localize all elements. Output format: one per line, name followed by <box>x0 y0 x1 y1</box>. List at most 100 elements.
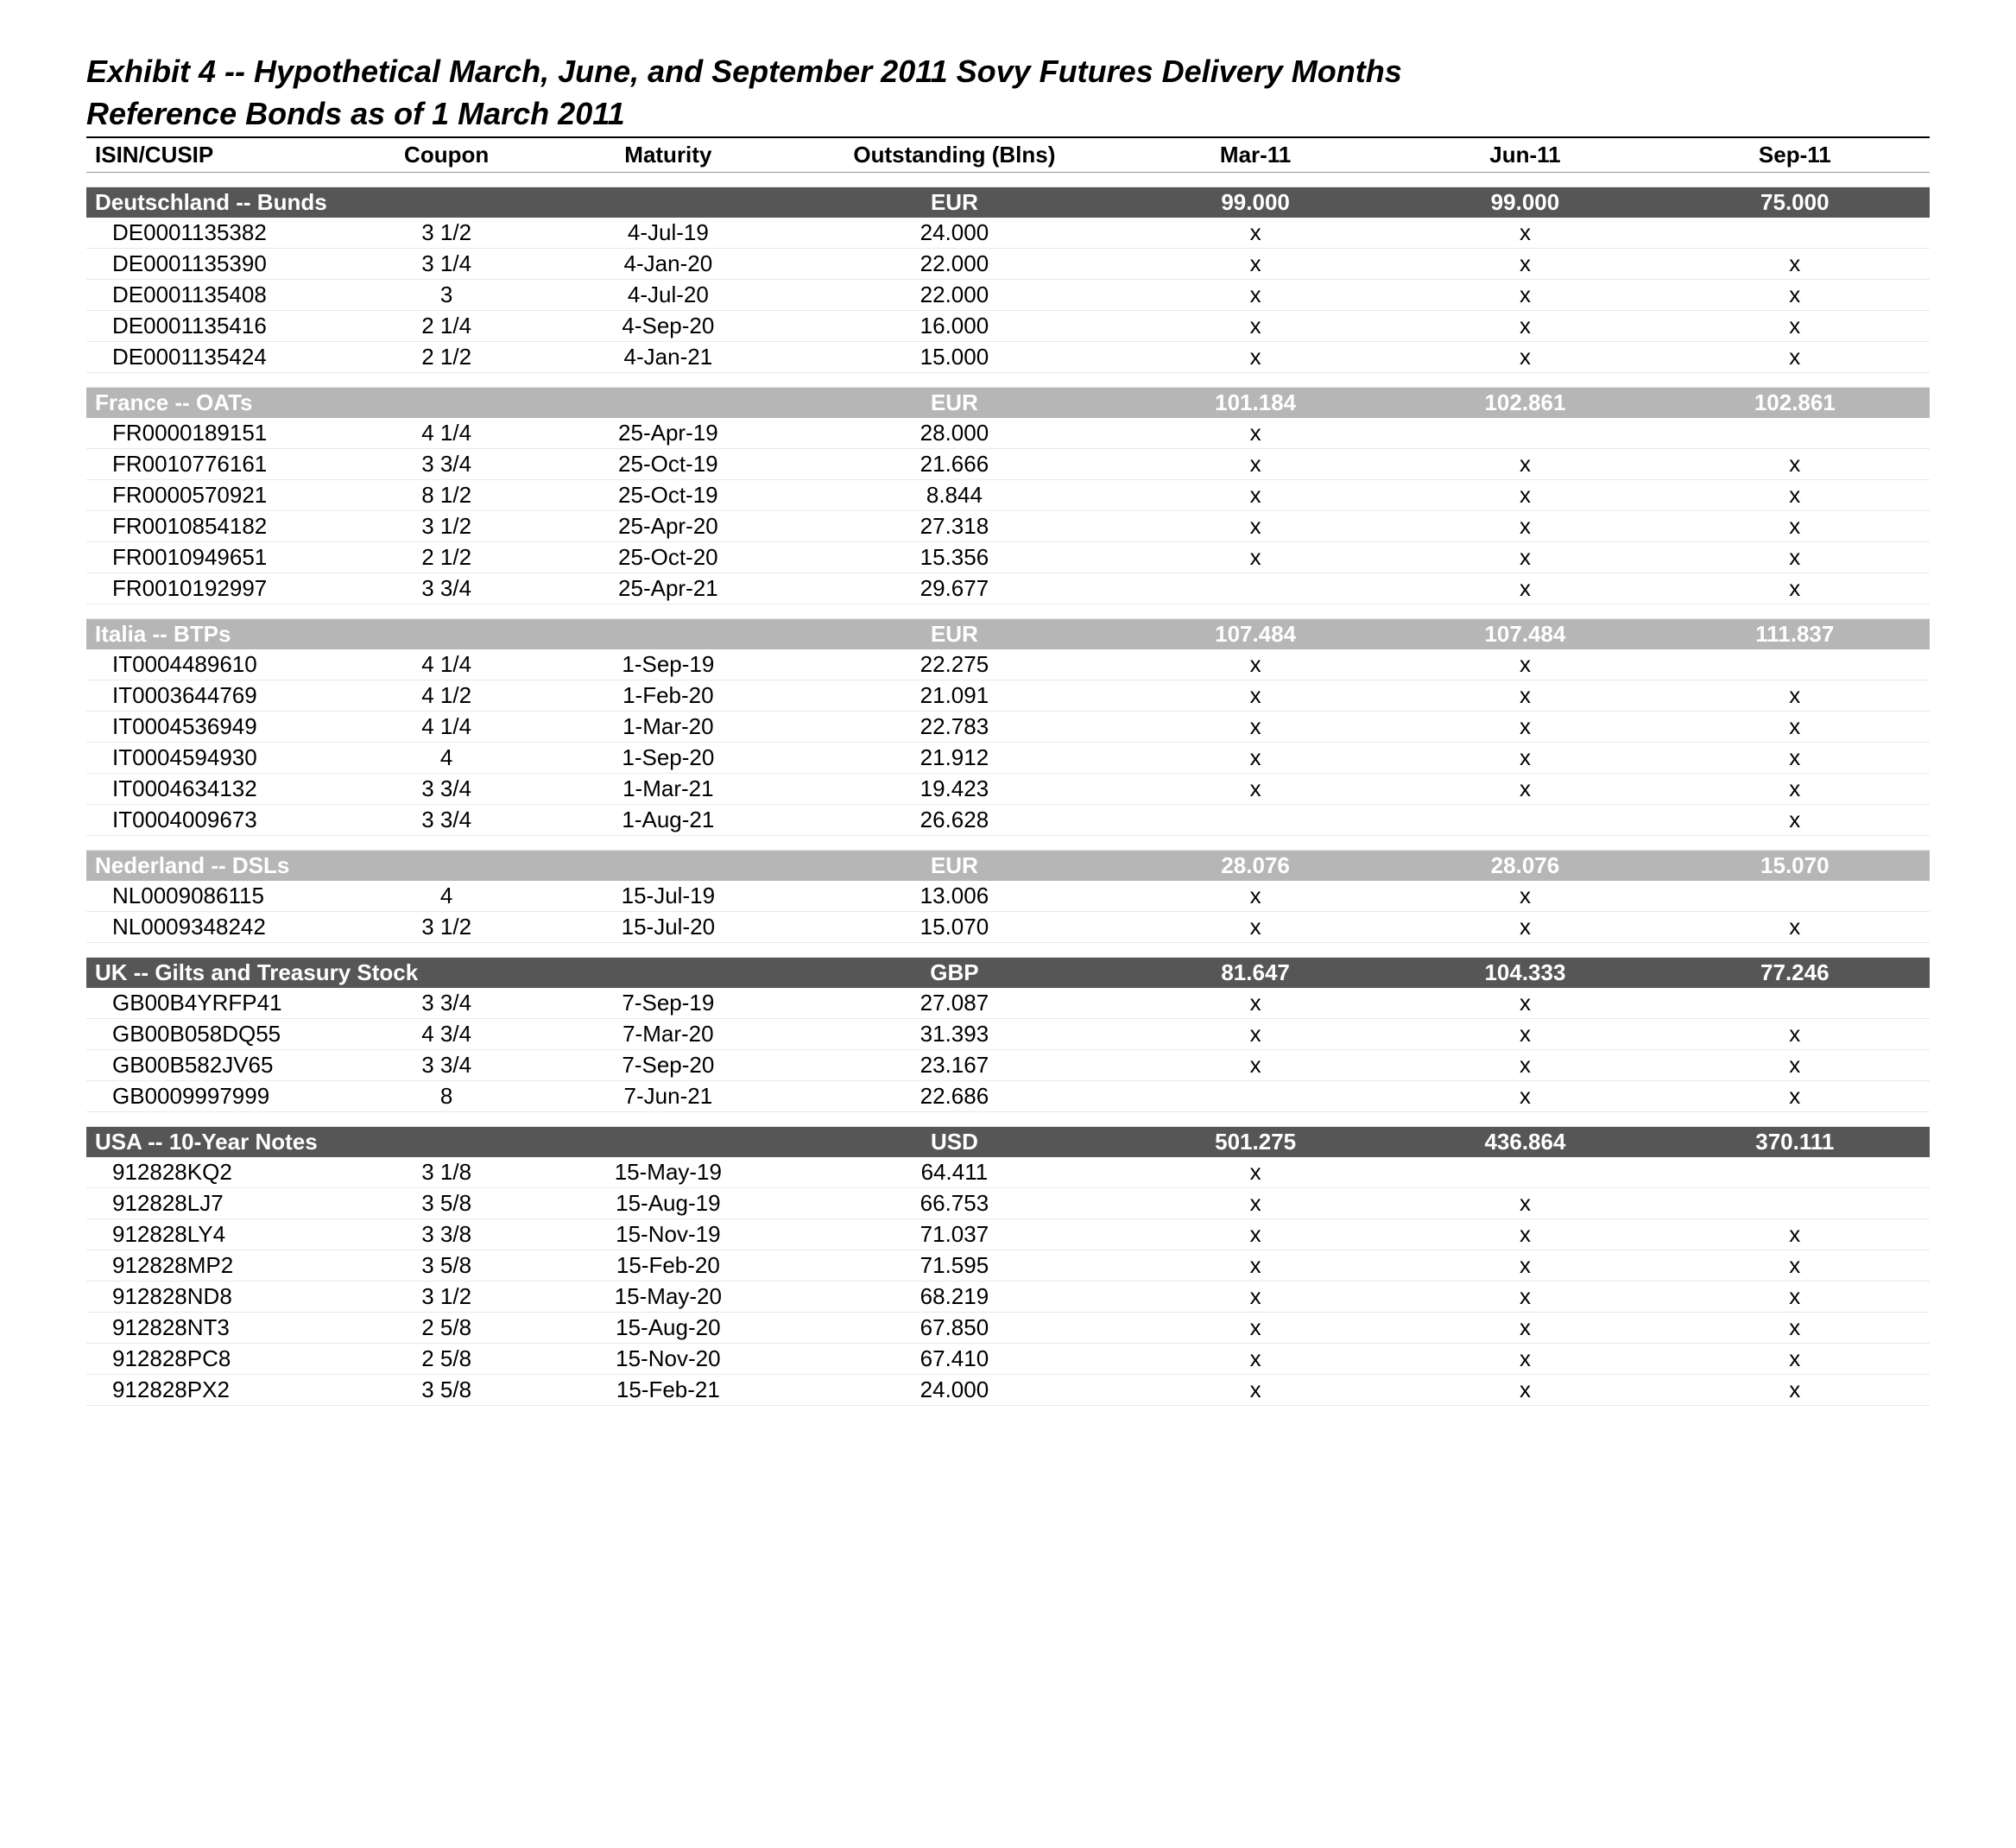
cell-jun: x <box>1390 511 1659 542</box>
cell-outstanding: 66.753 <box>788 1188 1121 1219</box>
spacer-row <box>86 373 1930 388</box>
cell-outstanding: 31.393 <box>788 1019 1121 1050</box>
cell-outstanding: 15.070 <box>788 912 1121 943</box>
cell-outstanding: 22.000 <box>788 249 1121 280</box>
table-row: 912828PX23 5/815-Feb-2124.000xxx <box>86 1375 1930 1406</box>
cell-maturity: 15-May-19 <box>548 1157 788 1188</box>
cell-isin: FR0010192997 <box>86 573 344 604</box>
table-row: 912828KQ23 1/815-May-1964.411x <box>86 1157 1930 1188</box>
cell-maturity: 7-Jun-21 <box>548 1081 788 1112</box>
section-total-sep: 370.111 <box>1660 1127 1930 1158</box>
cell-mar: x <box>1121 311 1390 342</box>
cell-mar: x <box>1121 218 1390 249</box>
cell-isin: FR0000189151 <box>86 418 344 449</box>
cell-coupon: 3 5/8 <box>344 1375 547 1406</box>
table-row: DE00011354162 1/44-Sep-2016.000xxx <box>86 311 1930 342</box>
cell-coupon: 3 1/2 <box>344 218 547 249</box>
cell-sep: x <box>1660 311 1930 342</box>
section-header: USA -- 10-Year NotesUSD501.275436.864370… <box>86 1127 1930 1158</box>
cell-sep: x <box>1660 542 1930 573</box>
table-row: FR00001891514 1/425-Apr-1928.000x <box>86 418 1930 449</box>
cell-mar <box>1121 1081 1390 1112</box>
cell-jun: x <box>1390 249 1659 280</box>
exhibit-title-line1: Exhibit 4 -- Hypothetical March, June, a… <box>86 52 1930 91</box>
cell-maturity: 1-Sep-19 <box>548 649 788 680</box>
cell-isin: IT0003644769 <box>86 680 344 712</box>
cell-mar: x <box>1121 418 1390 449</box>
table-row: IT00040096733 3/41-Aug-2126.628x <box>86 805 1930 836</box>
section-currency: USD <box>788 1127 1121 1158</box>
section-total-mar: 101.184 <box>1121 388 1390 419</box>
cell-jun: x <box>1390 680 1659 712</box>
cell-outstanding: 22.000 <box>788 280 1121 311</box>
cell-isin: IT0004489610 <box>86 649 344 680</box>
cell-coupon: 2 1/2 <box>344 342 547 373</box>
cell-maturity: 1-Aug-21 <box>548 805 788 836</box>
cell-mar: x <box>1121 649 1390 680</box>
cell-isin: 912828PC8 <box>86 1344 344 1375</box>
section-total-mar: 99.000 <box>1121 187 1390 218</box>
cell-mar <box>1121 573 1390 604</box>
cell-mar: x <box>1121 1019 1390 1050</box>
cell-sep: x <box>1660 480 1930 511</box>
section-total-sep: 15.070 <box>1660 851 1930 882</box>
cell-coupon: 3 1/2 <box>344 912 547 943</box>
cell-jun <box>1390 418 1659 449</box>
cell-isin: 912828MP2 <box>86 1250 344 1282</box>
cell-maturity: 15-Feb-21 <box>548 1375 788 1406</box>
cell-isin: GB0009997999 <box>86 1081 344 1112</box>
cell-coupon: 3 5/8 <box>344 1250 547 1282</box>
cell-mar: x <box>1121 774 1390 805</box>
cell-outstanding: 29.677 <box>788 573 1121 604</box>
col-header-mar11: Mar-11 <box>1121 137 1390 173</box>
cell-coupon: 3 3/4 <box>344 449 547 480</box>
cell-sep <box>1660 881 1930 912</box>
cell-maturity: 1-Feb-20 <box>548 680 788 712</box>
spacer-row <box>86 604 1930 619</box>
cell-coupon: 3 1/4 <box>344 249 547 280</box>
cell-outstanding: 24.000 <box>788 1375 1121 1406</box>
cell-sep: x <box>1660 774 1930 805</box>
cell-outstanding: 8.844 <box>788 480 1121 511</box>
cell-coupon: 3 <box>344 280 547 311</box>
cell-outstanding: 22.275 <box>788 649 1121 680</box>
table-row: DE000113540834-Jul-2022.000xxx <box>86 280 1930 311</box>
cell-maturity: 7-Mar-20 <box>548 1019 788 1050</box>
cell-sep: x <box>1660 280 1930 311</box>
section-total-sep: 111.837 <box>1660 619 1930 650</box>
cell-sep: x <box>1660 912 1930 943</box>
section-currency: EUR <box>788 851 1121 882</box>
section-currency: GBP <box>788 958 1121 989</box>
cell-coupon: 4 1/4 <box>344 649 547 680</box>
cell-mar: x <box>1121 511 1390 542</box>
cell-outstanding: 22.783 <box>788 712 1121 743</box>
cell-jun: x <box>1390 912 1659 943</box>
cell-jun <box>1390 1157 1659 1188</box>
section-total-jun: 107.484 <box>1390 619 1659 650</box>
section-name: Italia -- BTPs <box>86 619 788 650</box>
table-row: GB00B4YRFP413 3/47-Sep-1927.087xx <box>86 988 1930 1019</box>
table-row: 912828MP23 5/815-Feb-2071.595xxx <box>86 1250 1930 1282</box>
cell-jun: x <box>1390 218 1659 249</box>
section-currency: EUR <box>788 388 1121 419</box>
cell-outstanding: 26.628 <box>788 805 1121 836</box>
cell-coupon: 3 3/4 <box>344 805 547 836</box>
table-header-row: ISIN/CUSIP Coupon Maturity Outstanding (… <box>86 137 1930 173</box>
cell-isin: IT0004536949 <box>86 712 344 743</box>
section-total-sep: 75.000 <box>1660 187 1930 218</box>
cell-sep: x <box>1660 1050 1930 1081</box>
cell-coupon: 4 1/4 <box>344 712 547 743</box>
table-row: NL00093482423 1/215-Jul-2015.070xxx <box>86 912 1930 943</box>
cell-jun: x <box>1390 1375 1659 1406</box>
cell-jun: x <box>1390 1050 1659 1081</box>
cell-sep: x <box>1660 1344 1930 1375</box>
cell-maturity: 25-Apr-21 <box>548 573 788 604</box>
cell-maturity: 15-May-20 <box>548 1282 788 1313</box>
table-row: 912828LY43 3/815-Nov-1971.037xxx <box>86 1219 1930 1250</box>
table-row: GB000999799987-Jun-2122.686xx <box>86 1081 1930 1112</box>
cell-sep: x <box>1660 1375 1930 1406</box>
cell-mar: x <box>1121 249 1390 280</box>
cell-outstanding: 13.006 <box>788 881 1121 912</box>
cell-coupon: 3 3/8 <box>344 1219 547 1250</box>
cell-maturity: 25-Apr-19 <box>548 418 788 449</box>
